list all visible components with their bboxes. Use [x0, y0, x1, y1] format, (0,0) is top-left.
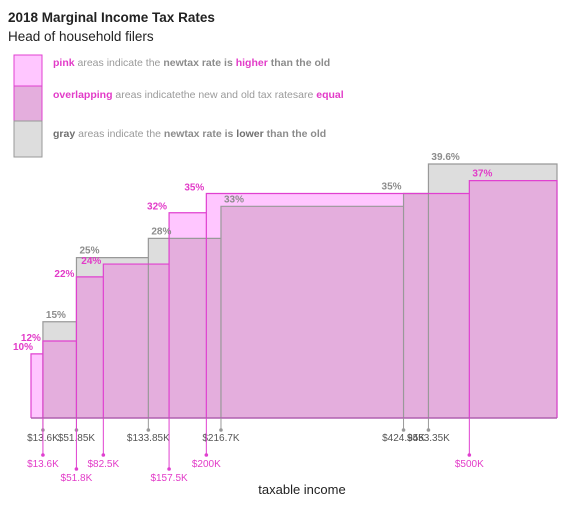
legend-text-gray: gray areas indicate the newtax rate is l… [53, 128, 326, 140]
new-rate-label: 22% [54, 269, 74, 280]
legend-text-part: pink [53, 57, 75, 69]
legend-text-part: are [298, 89, 316, 101]
overlap-area [428, 193, 470, 418]
new-bracket-area [31, 353, 43, 418]
old-tick-dot [219, 428, 223, 432]
rate-labels: 15% 25% 28% 33% 35% 39.6% 10%12% 22% 24% 32% 35% 37… [13, 152, 492, 353]
legend-text-part: tax rate is [184, 128, 236, 140]
new-rate-label: 35% [184, 182, 204, 193]
legend-text-part: new [163, 57, 184, 69]
legend-swatch-gray [13, 120, 43, 158]
legend-text-part: equal [316, 89, 344, 101]
new-rate-label: 37% [472, 169, 492, 180]
legend-text-part: than the old [264, 128, 326, 140]
legend-text-part: new [164, 128, 185, 140]
overlap-area [206, 238, 221, 418]
overlap-area [403, 193, 429, 418]
overlap-area [220, 206, 404, 418]
old-tick-dot [146, 428, 151, 432]
old-rate-label: 39.6% [431, 152, 459, 163]
new-tick-label: $51.8K [61, 473, 93, 484]
old-series-outline [42, 163, 558, 418]
legend-text-part: the new and old tax rates [181, 89, 298, 101]
x-axis-label: taxable income [258, 482, 345, 497]
old-tick-label: $453.35K [407, 433, 450, 444]
new-rate-label: 12% [21, 333, 41, 344]
legend-swatch-overlap [13, 85, 43, 122]
overlap-area [148, 264, 170, 418]
new-tick-label: $82.5K [87, 459, 119, 470]
old-rate-label: 15% [46, 310, 66, 321]
bracket-outlines [30, 163, 558, 418]
new-rate-label: 32% [147, 202, 167, 213]
chart-subtitle: Head of household filers [8, 29, 154, 44]
new-tick-label: $500K [455, 459, 484, 470]
legend-text-part: areas indicate [113, 89, 181, 101]
legend: pink areas indicate the newtax rate is h… [13, 54, 344, 158]
overlap-area [469, 180, 557, 418]
old-tick-dot [426, 428, 431, 432]
old-tick-label: $133.85K [127, 433, 170, 444]
legend-text-part: higher [236, 57, 268, 69]
old-rate-label: 25% [79, 246, 99, 257]
overlap-area [169, 238, 207, 418]
new-rate-label: 24% [81, 256, 101, 267]
legend-text-part: areas indicate the [75, 57, 164, 69]
new-series-outline [30, 180, 558, 418]
legend-text-part: gray [53, 128, 75, 140]
new-rate-label: 10% [13, 342, 33, 353]
overlap-area [103, 264, 149, 418]
overlap-series [42, 180, 557, 418]
new-tick-label: $200K [192, 459, 221, 470]
new-tick-dot [467, 453, 472, 457]
old-rate-label: 35% [382, 181, 402, 192]
legend-text-part: than the old [268, 57, 330, 69]
old-tick-label: $424.95K [382, 433, 425, 444]
old-rate-label: 33% [224, 194, 244, 205]
new-tick-dot [41, 453, 45, 457]
overlap-area [76, 276, 104, 418]
chart-title: 2018 Marginal Income Tax Rates [8, 10, 215, 25]
legend-text-overlap: overlapping areas indicatethe new and ol… [53, 89, 344, 101]
x-axis: $13.6K $51.85K $133.85K $216.7K $424.95K$453… [27, 417, 557, 484]
legend-text-pink: pink areas indicate the newtax rate is h… [53, 57, 330, 69]
old-rate-label: 28% [151, 226, 171, 237]
legend-text-part: overlapping [53, 89, 113, 101]
new-tick-label: $13.6K [27, 459, 59, 470]
old-tick-dot [401, 428, 406, 432]
old-tick-label: $216.7K [202, 433, 240, 444]
new-tick-dot [74, 467, 79, 471]
new-tick-dot [167, 467, 171, 471]
new-tick-label: $157.5K [150, 473, 188, 484]
legend-swatch-pink [13, 54, 43, 87]
legend-text-part: areas indicate the [75, 128, 164, 140]
overlap-area [42, 341, 77, 418]
new-tick-dot [204, 453, 209, 457]
new-tick-dot [101, 453, 106, 457]
legend-text-part: tax rate is [184, 57, 236, 69]
legend-text-part: lower [236, 128, 263, 140]
